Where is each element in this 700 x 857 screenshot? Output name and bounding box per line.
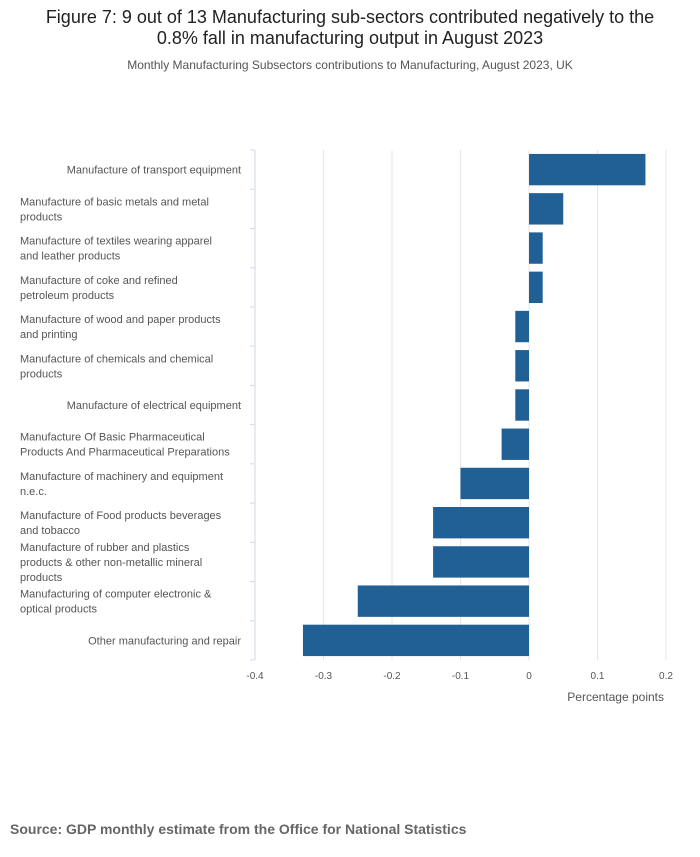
- category-label: Manufacture of basic metals and metal pro…: [20, 196, 209, 223]
- category-label: Manufacture of transport equipment: [67, 165, 241, 177]
- x-tick-label: -0.1: [452, 671, 470, 682]
- chart-title: Figure 7: 9 out of 13 Manufacturing sub-…: [45, 7, 655, 48]
- bar: [529, 193, 564, 225]
- x-tick-label: -0.3: [315, 671, 333, 682]
- bars: [302, 153, 646, 657]
- bar: [515, 389, 529, 421]
- chart-subtitle: Monthly Manufacturing Subsectors contrib…: [127, 58, 573, 72]
- bar: [433, 546, 529, 578]
- category-label: Manufacture of coke and refined petroleum…: [20, 275, 178, 302]
- x-tick-labels: -0.4 -0.3 -0.2 -0.1 0 0.1 0.2: [246, 671, 673, 682]
- bar: [529, 153, 646, 186]
- category-label: Manufacture of rubber and plastics produc…: [20, 542, 202, 584]
- category-labels: Manufacture of transport equipment Manufa…: [20, 165, 241, 648]
- bar: [529, 271, 543, 303]
- category-label: Manufacture of wood and paper products an…: [20, 314, 221, 341]
- bar: [460, 467, 529, 500]
- x-tick-label: -0.4: [246, 671, 264, 682]
- bar: [357, 585, 529, 617]
- category-label: Manufacturing of computer electronic & op…: [20, 589, 212, 616]
- bar: [515, 350, 529, 382]
- bar: [529, 232, 543, 264]
- category-label: Manufacture of chemicals and chemical pro…: [20, 353, 213, 380]
- x-tick-label: -0.2: [383, 671, 401, 682]
- bar: [515, 310, 529, 343]
- x-tick-label: 0: [526, 671, 532, 682]
- category-label: Other manufacturing and repair: [88, 635, 241, 647]
- x-axis-label: Percentage points: [567, 690, 664, 704]
- gridlines: [250, 149, 667, 661]
- category-label: Manufacture Of Basic Pharmaceutical Produ…: [20, 432, 230, 459]
- category-label: Manufacture of machinery and equipment n.…: [20, 471, 223, 498]
- category-label: Manufacture of Food products beverages an…: [20, 510, 222, 537]
- category-label: Manufacture of electrical equipment: [67, 400, 241, 412]
- category-label: Manufacture of textiles wearing apparel a…: [20, 236, 212, 263]
- x-tick-label: 0.2: [659, 671, 673, 682]
- bar: [501, 428, 529, 460]
- x-tick-label: 0.1: [591, 671, 605, 682]
- bar: [302, 624, 529, 657]
- bar: [433, 507, 529, 539]
- source-note: Source: GDP monthly estimate from the Of…: [10, 821, 467, 837]
